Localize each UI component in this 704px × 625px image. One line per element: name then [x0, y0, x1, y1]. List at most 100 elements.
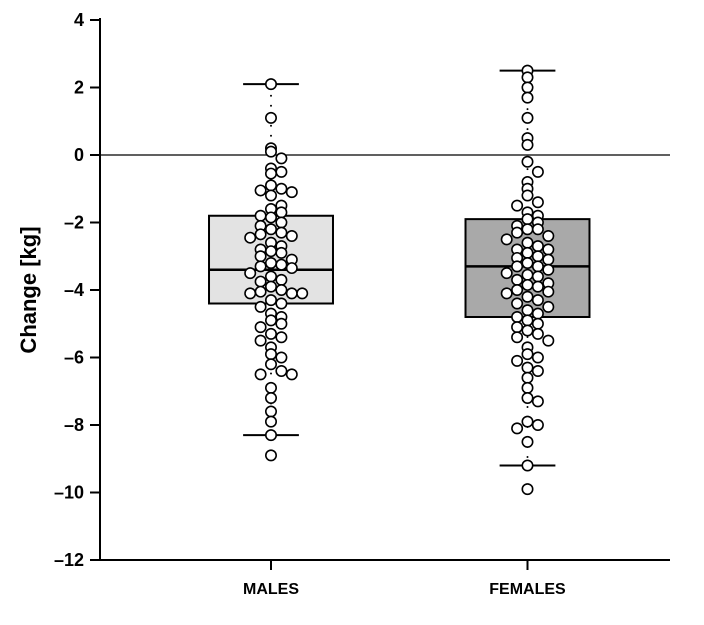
data-point: [255, 261, 265, 271]
data-point: [276, 207, 286, 217]
data-point: [266, 329, 276, 339]
data-point: [522, 484, 532, 494]
data-point: [276, 217, 286, 227]
data-point: [522, 305, 532, 315]
data-point: [522, 393, 532, 403]
data-point: [276, 153, 286, 163]
data-point: [255, 229, 265, 239]
data-point: [533, 329, 543, 339]
data-point: [255, 335, 265, 345]
data-point: [276, 319, 286, 329]
data-point: [266, 246, 276, 256]
data-point: [522, 238, 532, 248]
data-point: [266, 295, 276, 305]
data-point: [522, 113, 532, 123]
data-point: [543, 244, 553, 254]
data-point: [276, 332, 286, 342]
data-point: [543, 286, 553, 296]
data-point: [512, 261, 522, 271]
data-point: [255, 185, 265, 195]
data-point: [245, 268, 255, 278]
data-point: [543, 335, 553, 345]
data-point: [245, 232, 255, 242]
data-point: [512, 423, 522, 433]
y-tick-label: –4: [64, 280, 84, 300]
data-point: [522, 72, 532, 82]
data-point: [533, 295, 543, 305]
data-point: [512, 285, 522, 295]
data-point: [287, 187, 297, 197]
data-point: [512, 200, 522, 210]
y-tick-label: 0: [74, 145, 84, 165]
data-point: [266, 430, 276, 440]
y-tick-label: 2: [74, 78, 84, 98]
data-point: [276, 275, 286, 285]
y-tick-label: –2: [64, 213, 84, 233]
data-point: [522, 92, 532, 102]
data-point: [287, 231, 297, 241]
data-point: [266, 450, 276, 460]
data-point: [522, 383, 532, 393]
data-point: [533, 281, 543, 291]
data-point: [266, 180, 276, 190]
data-point: [512, 275, 522, 285]
data-point: [543, 265, 553, 275]
data-point: [502, 234, 512, 244]
data-point: [522, 373, 532, 383]
data-point: [522, 349, 532, 359]
data-point: [266, 224, 276, 234]
data-point: [266, 359, 276, 369]
data-point: [522, 224, 532, 234]
data-point: [512, 322, 522, 332]
data-point: [276, 259, 286, 269]
data-point: [533, 167, 543, 177]
data-point: [287, 263, 297, 273]
data-point: [297, 288, 307, 298]
data-point: [512, 332, 522, 342]
data-point: [276, 298, 286, 308]
data-point: [533, 319, 543, 329]
data-point: [522, 157, 532, 167]
data-point: [543, 302, 553, 312]
data-point: [266, 406, 276, 416]
data-point: [266, 393, 276, 403]
data-point: [512, 298, 522, 308]
data-point: [533, 271, 543, 281]
data-point: [255, 322, 265, 332]
data-point: [522, 140, 532, 150]
data-point: [522, 248, 532, 258]
data-point: [522, 258, 532, 268]
data-point: [512, 227, 522, 237]
data-point: [266, 146, 276, 156]
data-point: [533, 352, 543, 362]
y-axis-label: Change [kg]: [16, 226, 41, 353]
data-point: [522, 437, 532, 447]
data-point: [502, 268, 512, 278]
data-point: [533, 308, 543, 318]
data-point: [266, 315, 276, 325]
data-point: [522, 460, 532, 470]
data-point: [533, 366, 543, 376]
data-point: [255, 302, 265, 312]
data-point: [543, 254, 553, 264]
data-point: [276, 352, 286, 362]
data-point: [276, 184, 286, 194]
data-point: [266, 281, 276, 291]
category-label: FEMALES: [489, 581, 566, 598]
data-point: [533, 420, 543, 430]
boxplot-chart: 420–2–4–6–8–10–12Change [kg]MALESFEMALES: [0, 0, 704, 625]
data-point: [533, 224, 543, 234]
data-point: [533, 396, 543, 406]
y-tick-label: –8: [64, 415, 84, 435]
data-point: [522, 214, 532, 224]
data-point: [266, 383, 276, 393]
data-point: [502, 288, 512, 298]
data-point: [266, 212, 276, 222]
data-point: [266, 168, 276, 178]
y-tick-label: 4: [74, 10, 84, 30]
data-point: [533, 251, 543, 261]
data-point: [522, 270, 532, 280]
data-point: [276, 167, 286, 177]
data-point: [533, 197, 543, 207]
data-point: [512, 312, 522, 322]
